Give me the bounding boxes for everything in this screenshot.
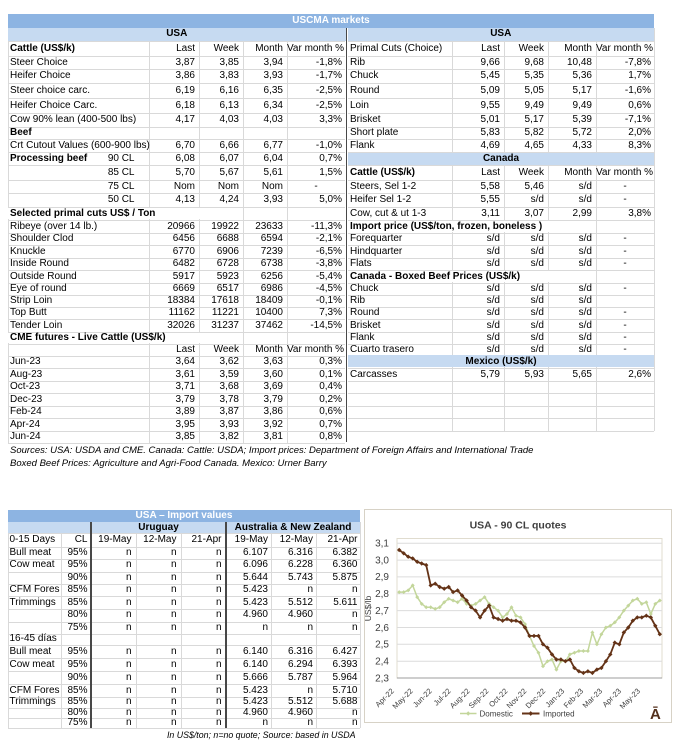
svg-text:3,1: 3,1 [375, 539, 389, 550]
svg-text:2,4: 2,4 [375, 657, 389, 668]
svg-text:2,8: 2,8 [375, 589, 389, 600]
svg-text:2,3: 2,3 [375, 673, 389, 684]
svg-text:Domestic: Domestic [480, 710, 513, 719]
svg-text:2,9: 2,9 [375, 572, 389, 583]
svg-text:USA - 90 CL quotes: USA - 90 CL quotes [470, 520, 567, 532]
svg-text:3,0: 3,0 [375, 555, 389, 566]
svg-text:2,5: 2,5 [375, 640, 389, 651]
svg-text:2,7: 2,7 [375, 606, 389, 617]
svg-text:2,6: 2,6 [375, 623, 389, 634]
svg-text:Ā: Ā [650, 706, 661, 723]
svg-text:Imported: Imported [543, 710, 575, 719]
svg-text:US$/lb: US$/lb [364, 595, 373, 621]
